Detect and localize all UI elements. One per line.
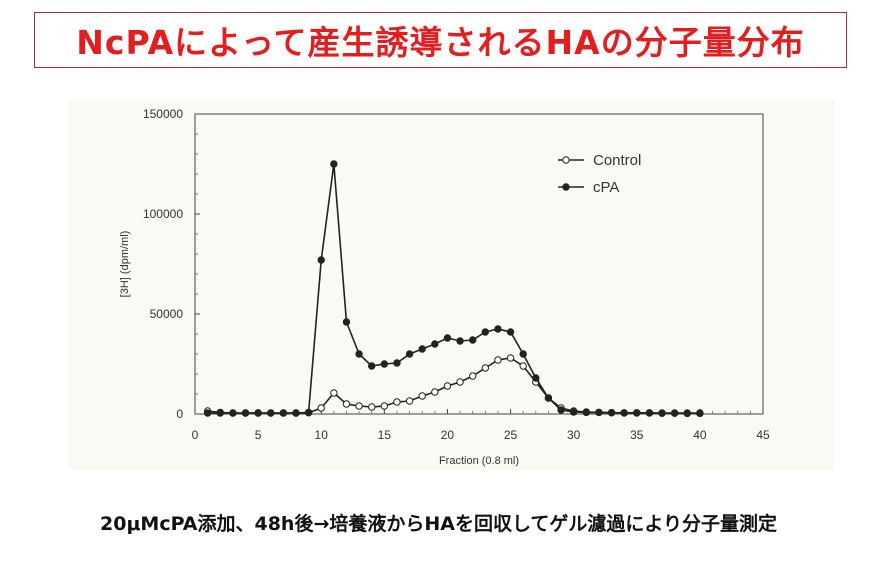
data-point-cpa [292,409,300,417]
data-point-cpa [405,350,414,358]
y-tick-label: 100000 [143,207,183,221]
data-point-cpa [544,394,553,402]
data-point-cpa [418,345,426,353]
data-point-cpa [443,334,452,342]
data-point-control [380,402,389,410]
y-tick-label: 50000 [150,307,184,321]
data-point-cpa [304,408,313,417]
page-title: NcPAによって産生誘導されるHAの分子量分布 [76,23,805,62]
x-tick-label: 20 [441,428,455,442]
data-point-cpa [683,409,691,417]
data-point-control [418,392,426,400]
data-point-cpa [267,409,275,417]
data-point-cpa [569,408,578,416]
data-point-cpa [380,360,389,368]
x-tick-label: 5 [255,428,262,442]
data-point-cpa [355,350,363,358]
data-point-cpa [696,409,704,417]
data-point-control [317,404,325,412]
hplc-chart: 0 5 10 15 20 25 30 35 40 45 0 50000 100000 150000 Frac… [119,107,770,467]
data-point-cpa [532,374,540,382]
data-point-control [368,403,376,411]
data-point-cpa [645,409,654,417]
legend-label: Control [593,152,641,169]
data-point-control [342,400,351,408]
x-tick-label: 0 [192,428,199,442]
data-point-cpa [557,406,565,414]
x-tick-label: 15 [378,428,392,442]
data-point-cpa [342,318,351,326]
data-point-cpa [393,359,401,367]
y-axis-label: [3H] (dpm/ml) [119,231,131,298]
y-tick-label: 150000 [143,107,183,121]
data-point-cpa [431,340,439,348]
data-point-cpa [481,328,490,336]
data-point-cpa [254,409,262,417]
data-point-control [330,389,338,397]
caption-text: 20μMcPA添加、48h後→培養液からHAを回収してゲル濾過により分子量測定 [100,513,778,535]
data-point-cpa [456,337,464,345]
x-axis-label: Fraction (0.8 ml) [439,455,519,467]
data-point-control [456,378,464,386]
data-point-cpa [494,325,502,333]
data-point-control [431,388,439,396]
data-point-control [481,364,490,372]
title-banner: NcPAによって産生誘導されるHAの分子量分布 [34,12,847,68]
data-point-cpa [633,409,641,417]
x-tick-label: 35 [630,428,644,442]
x-tick-label: 30 [567,428,581,442]
y-tick-label: 0 [176,407,183,421]
data-point-control [519,362,527,370]
data-point-cpa [279,409,288,417]
chart-panel: 0 5 10 15 20 25 30 35 40 45 0 50000 100000 150000 Frac… [68,100,835,470]
data-point-control [393,398,401,406]
series-line-cpa [207,163,700,414]
data-point-cpa [317,256,325,264]
series-line-control [207,357,700,415]
data-point-control [468,372,477,380]
data-point-cpa [368,362,376,370]
data-point-cpa [229,409,237,417]
data-point-cpa [658,409,666,417]
data-point-cpa [670,409,679,417]
legend-marker [562,183,570,191]
data-point-cpa [330,160,338,168]
data-point-cpa [506,328,515,336]
data-point-cpa [203,409,212,417]
data-point-control [443,382,452,390]
data-point-control [506,354,515,362]
plot-frame [194,113,764,415]
data-point-cpa [241,409,250,417]
data-point-control [405,397,414,405]
data-point-control [494,356,502,364]
x-tick-label: 40 [693,428,707,442]
data-point-cpa [607,408,616,417]
x-tick-label: 25 [504,428,518,442]
data-point-control [355,402,363,410]
data-point-cpa [519,350,527,358]
data-point-cpa [620,409,628,417]
x-tick-label: 10 [315,428,329,442]
data-point-cpa [216,409,224,417]
legend-marker [562,156,570,164]
x-tick-label: 45 [756,428,770,442]
data-point-cpa [582,408,590,417]
legend-label: cPA [593,179,619,196]
data-point-cpa [595,408,603,417]
data-point-cpa [468,336,477,344]
